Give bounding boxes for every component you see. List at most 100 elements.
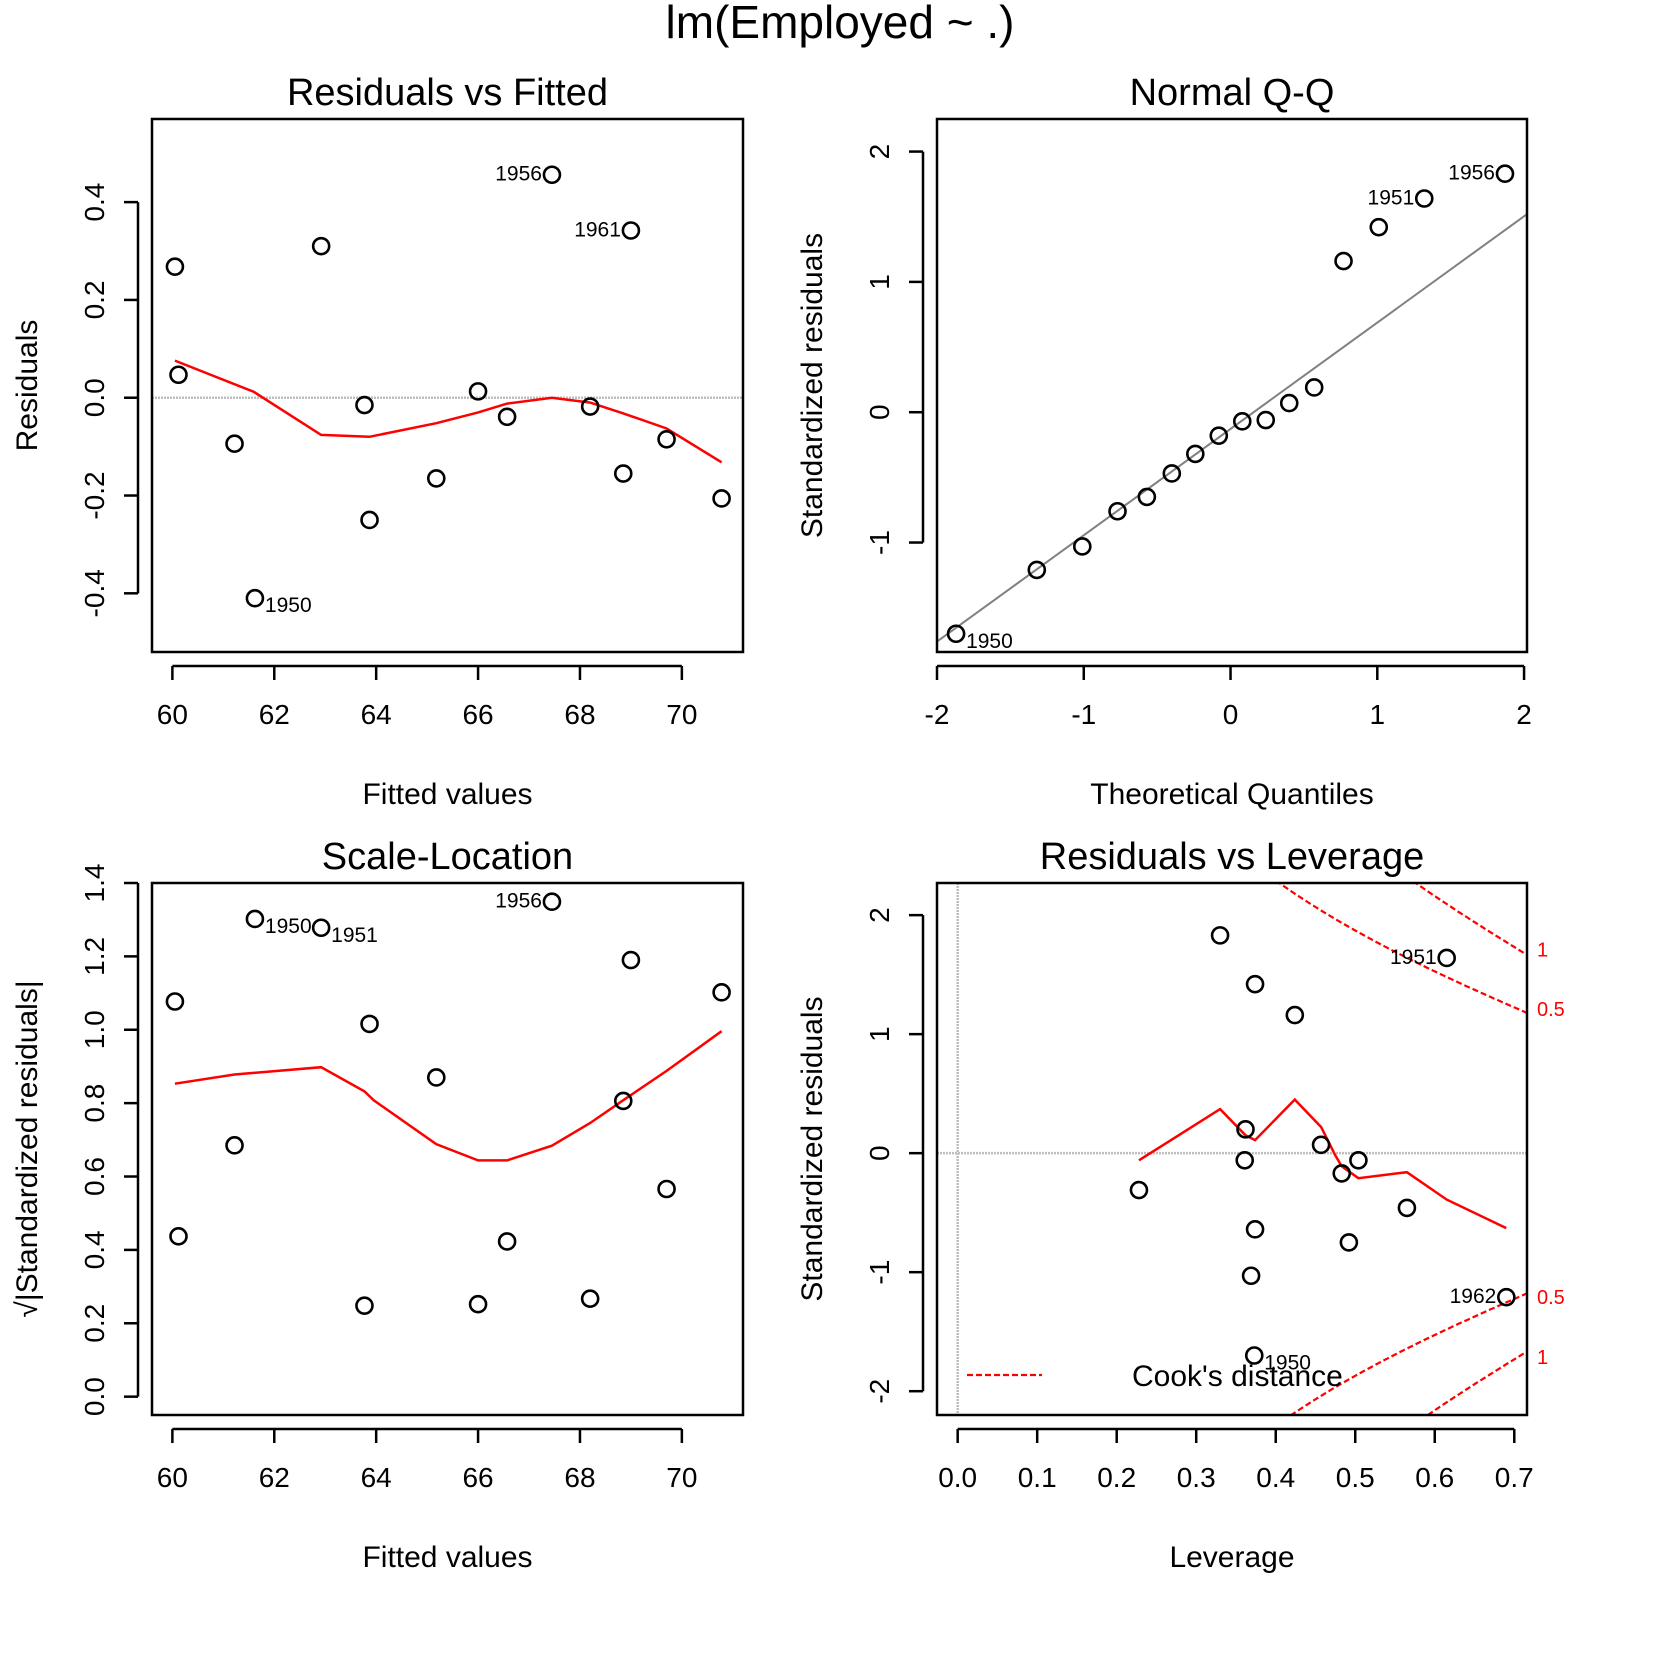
data-point (1236, 1120, 1255, 1139)
data-point (542, 892, 562, 912)
cooks-distance-level-label: 0.5 (1537, 1287, 1565, 1309)
point-label: 1951 (1390, 946, 1437, 969)
data-point (1285, 1005, 1305, 1025)
data-point (1162, 464, 1182, 483)
data-point (169, 1227, 188, 1246)
data-point (497, 1232, 517, 1251)
data-point (1210, 926, 1230, 945)
cooks-distance-contour (1277, 883, 1527, 1014)
data-point (1232, 412, 1252, 431)
y-tick-label: 0.2 (79, 1304, 110, 1343)
y-tick-label: 0.0 (79, 378, 110, 417)
y-tick-label: 0.6 (79, 1157, 110, 1196)
point-label: 1950 (265, 594, 312, 617)
x-tick-label: 68 (564, 699, 595, 730)
x-tick-label: 66 (462, 1462, 493, 1493)
data-point (1137, 487, 1157, 507)
smooth-line (174, 1030, 723, 1162)
plot-area (937, 213, 1527, 643)
x-axis-label: Leverage (1169, 1541, 1294, 1574)
data-point (360, 1014, 379, 1034)
y-tick-label: 1 (864, 1026, 895, 1042)
data-point (1349, 1151, 1368, 1170)
x-tick-label: 70 (666, 1462, 697, 1493)
point-label: 1962 (1450, 1285, 1497, 1308)
data-point (355, 395, 374, 415)
data-point (165, 257, 185, 276)
y-tick-label: 0.0 (79, 1377, 110, 1416)
data-point (613, 1091, 633, 1111)
data-point (1209, 426, 1229, 445)
point-label: 1961 (574, 218, 621, 241)
x-tick-label: 68 (564, 1462, 595, 1493)
data-point (468, 382, 488, 401)
data-point (165, 992, 185, 1011)
data-point (426, 469, 446, 488)
y-tick-label: 0.4 (79, 1230, 110, 1269)
data-point (311, 236, 331, 256)
data-point (1332, 1164, 1352, 1183)
y-tick-label: -1 (864, 1260, 895, 1285)
y-tick-label: -1 (864, 530, 895, 555)
panel-normal-qq: 1950 1951 1956 -2 -1 0 1 2 -1 0 1 2 Normal Q-Q Theore… (796, 72, 1532, 811)
data-point (1279, 393, 1299, 413)
point-label: 1956 (495, 890, 542, 913)
data-point (245, 588, 265, 608)
data-point (497, 407, 517, 427)
data-point (225, 434, 244, 453)
data-point (657, 429, 676, 449)
x-tick-label: 0.4 (1256, 1462, 1295, 1493)
data-point (1437, 948, 1456, 968)
data-point (1244, 1346, 1264, 1365)
x-axis-label: Fitted values (362, 1541, 532, 1574)
plot-frame (935, 117, 1529, 654)
data-point (1339, 1233, 1359, 1252)
y-tick-label: 1.4 (79, 864, 110, 903)
y-tick-label: 0.2 (79, 280, 110, 319)
x-tick-label: 62 (259, 699, 290, 730)
y-tick-label: 2 (864, 907, 895, 923)
y-tick-label: 1.2 (79, 937, 110, 976)
data-point (613, 464, 633, 483)
data-point (1235, 1151, 1255, 1170)
data-point (1497, 1287, 1516, 1307)
data-point (1369, 217, 1389, 237)
data-point (245, 909, 265, 929)
cooks-distance-contour (1289, 1292, 1527, 1415)
data-point (946, 624, 966, 644)
data-point (426, 1068, 446, 1087)
x-tick-label: 2 (1516, 699, 1532, 730)
point-label: 1956 (1448, 162, 1495, 185)
point-label: 1950 (265, 915, 312, 938)
y-tick-label: 0 (864, 1145, 895, 1161)
y-tick-label: 2 (864, 144, 895, 160)
point-label: 1951 (1368, 186, 1415, 209)
y-axis-label: Standardized residuals (796, 996, 829, 1301)
data-point (542, 165, 562, 185)
data-point (468, 1294, 488, 1314)
legend-cooks-label: Cook's distance (1132, 1360, 1343, 1393)
point-label: 1956 (495, 163, 542, 186)
data-point (1245, 1220, 1265, 1239)
x-tick-label: 0 (1223, 699, 1239, 730)
panel-title: Normal Q-Q (1130, 72, 1335, 114)
data-point (1397, 1198, 1417, 1218)
panel-title: Residuals vs Leverage (1040, 836, 1424, 878)
data-point (712, 983, 731, 1002)
panel-residuals-vs-leverage: 0.5 0.5 1 1 1950 1951 1962 0.0 0.1 0.2 0.3 0.4 0.5 0.… (796, 836, 1565, 1574)
y-tick-label: -2 (864, 1379, 895, 1404)
plot-area (174, 1030, 723, 1162)
plot-area (152, 359, 743, 464)
data-point (311, 918, 331, 938)
data-point (169, 365, 188, 385)
data-point (1027, 560, 1047, 580)
data-point (1245, 974, 1265, 994)
data-point (1108, 501, 1127, 521)
x-tick-label: 60 (157, 699, 188, 730)
x-tick-label: 60 (157, 1462, 188, 1493)
point-label: 1951 (331, 924, 378, 947)
data-point (712, 489, 731, 508)
y-tick-label: -0.4 (79, 569, 110, 617)
x-tick-label: 70 (666, 699, 697, 730)
y-tick-label: 1.0 (79, 1010, 110, 1049)
